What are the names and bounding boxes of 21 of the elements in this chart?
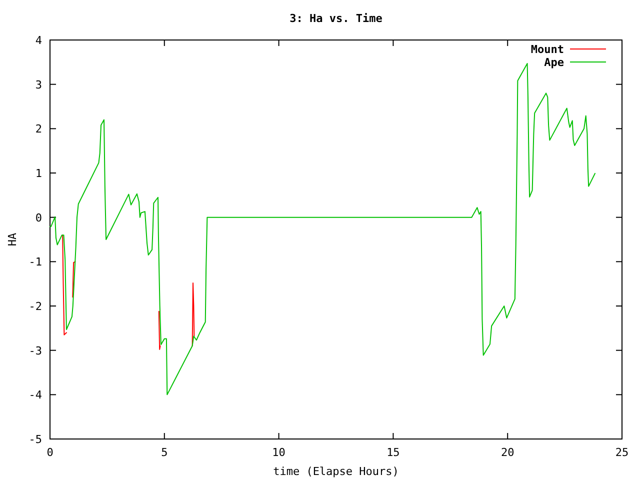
y-tick-label: 1	[35, 167, 42, 180]
y-tick-label: 0	[35, 211, 42, 224]
y-tick-label: -3	[28, 344, 42, 358]
legend-label: Mount	[530, 43, 564, 56]
y-tick-label: -1	[28, 256, 42, 269]
legend-label: Ape	[544, 56, 564, 69]
x-axis-title: time (Elapse Hours)	[273, 465, 399, 478]
x-tick-label: 20	[500, 446, 514, 459]
y-tick-label: -5	[28, 433, 42, 446]
x-tick-label: 0	[46, 446, 54, 459]
y-axis-title: HA	[6, 232, 19, 246]
chart-title: 3: Ha vs. Time	[290, 12, 383, 25]
x-tick-label: 25	[615, 446, 629, 459]
y-tick-label: -4	[28, 388, 42, 402]
y-tick-label: 2	[35, 122, 42, 136]
x-tick-label: 15	[386, 446, 400, 459]
y-tick-label: 4	[35, 34, 42, 47]
x-tick-label: 5	[161, 446, 168, 459]
y-tick-label: 3	[35, 78, 42, 92]
y-tick-label: -2	[28, 300, 42, 313]
x-tick-label: 10	[272, 446, 286, 459]
